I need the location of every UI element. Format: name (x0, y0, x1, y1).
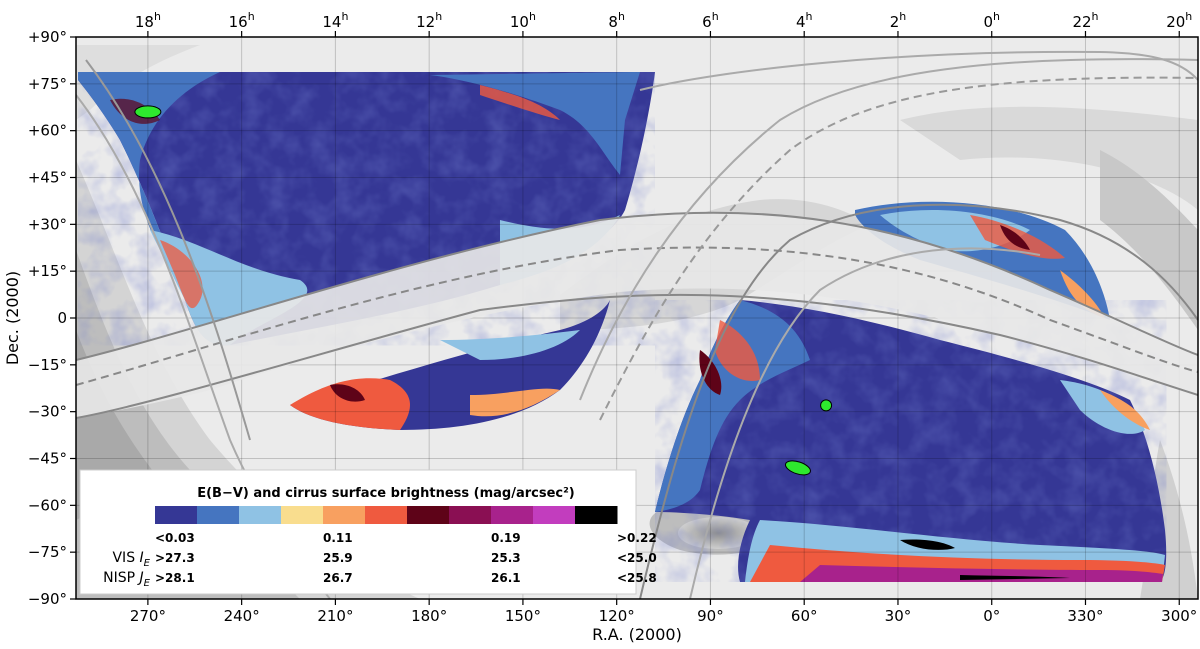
y-tick-label: +75° (28, 75, 67, 93)
top-hour-label: 0h (983, 10, 1000, 31)
x-tick-label: 210° (317, 607, 353, 625)
x-tick-label: 90° (697, 607, 724, 625)
top-hour-label: 12h (416, 10, 442, 31)
y-tick-label: −60° (28, 496, 67, 514)
top-hour-label: 10h (510, 10, 536, 31)
legend-row-value: <25.8 (617, 571, 657, 585)
legend-row-label: NISP JE (103, 570, 151, 589)
x-tick-label: 270° (130, 607, 166, 625)
colorbar-labels: <0.03 0.11 0.19 >0.22 VIS IE >27.3 25.9 25.3 <25… (103, 531, 657, 589)
colorbar-value-label: 0.11 (323, 531, 353, 545)
colorbar-swatch (491, 506, 534, 524)
hour-superscript: h (993, 10, 1000, 23)
top-hour-label: 16h (229, 10, 255, 31)
legend-title: E(B−V) and cirrus surface brightness (ma… (197, 486, 575, 501)
y-tick-label: −15° (28, 356, 67, 374)
x-tick-label: 120° (599, 607, 635, 625)
legend-row-value: 25.3 (491, 551, 521, 565)
hour-superscript: h (805, 10, 812, 23)
field-marker-ellipse (784, 460, 811, 476)
legend-row-label: VIS IE (112, 550, 150, 569)
top-hour-label: 18h (135, 10, 161, 31)
field-marker-ellipse (134, 105, 162, 119)
hour-superscript: h (618, 10, 625, 23)
legend-row-subscript: E (144, 558, 151, 569)
legend-row-value: >27.3 (155, 551, 195, 565)
target-markers (134, 105, 833, 476)
hour-superscript: h (899, 10, 906, 23)
y-axis-label: Dec. (2000) (3, 271, 22, 365)
colorbar-swatch (365, 506, 408, 524)
x-tick-label: 180° (411, 607, 447, 625)
y-tick-label: −30° (28, 403, 67, 421)
y-tick-label: −75° (28, 543, 67, 561)
top-hour-label: 14h (322, 10, 348, 31)
legend-row-value: 26.7 (323, 571, 353, 585)
colorbar-swatch (281, 506, 324, 524)
top-hour-label: 22h (1072, 10, 1098, 31)
legend-row-band: I (140, 550, 144, 566)
x-tick-label: 330° (1067, 607, 1103, 625)
reference-curves (76, 50, 1198, 599)
hour-superscript: h (1092, 10, 1099, 23)
legend-row-value: 25.9 (323, 551, 353, 565)
colorbar-legend: E(B−V) and cirrus surface brightness (ma… (79, 469, 657, 595)
top-hour-label: 20h (1166, 10, 1192, 31)
y-tick-label: −45° (28, 450, 67, 468)
x-tick-label: 240° (224, 607, 260, 625)
colorbar-swatch (575, 506, 618, 524)
y-tick-label: −90° (28, 590, 67, 608)
field-marker-circle (820, 399, 833, 412)
survey-region-south (655, 300, 1167, 582)
x-tick-label: 0° (983, 607, 1000, 625)
hour-superscript: h (712, 10, 719, 23)
legend-row-subscript: E (144, 578, 151, 589)
legend-row-value: >28.1 (155, 571, 195, 585)
x-tick-label: 150° (505, 607, 541, 625)
x-tick-label: 300° (1161, 607, 1197, 625)
galactic-plane-band (76, 212, 1198, 418)
hour-superscript: h (529, 10, 536, 23)
legend-background (79, 469, 637, 595)
hour-superscript: h (248, 10, 255, 23)
hour-superscript: h (154, 10, 161, 23)
y-axis-ticks: +90° +75° +60° +45° +30° +15° 0 −15° −30° −45° −60… (28, 28, 76, 608)
y-tick-label: +45° (28, 169, 67, 187)
legend-row-band: J (137, 570, 144, 586)
colorbar-swatch (197, 506, 240, 524)
top-hour-label: 4h (796, 10, 813, 31)
hour-superscript: h (435, 10, 442, 23)
colorbar-swatch (533, 506, 576, 524)
colorbar-swatch (239, 506, 282, 524)
colorbar-value-label: >0.22 (617, 531, 657, 545)
x-axis-ticks: 270° 240° 210° 180° 150° 120° 90° 60° 30° 0° 330° 3… (130, 599, 1197, 625)
y-tick-label: 0 (57, 309, 67, 327)
x-tick-label: 60° (791, 607, 818, 625)
colorbar-swatch (155, 506, 198, 524)
colorbar (155, 506, 618, 524)
top-hour-label: 2h (890, 10, 907, 31)
colorbar-value-label: <0.03 (155, 531, 195, 545)
legend-row-value: <25.0 (617, 551, 657, 565)
top-hour-label: 8h (608, 10, 625, 31)
survey-region-south-left (290, 300, 610, 430)
top-hour-label: 6h (702, 10, 719, 31)
legend-row-value: 26.1 (491, 571, 521, 585)
x-tick-label: 30° (885, 607, 912, 625)
y-tick-label: +60° (28, 122, 67, 140)
y-tick-label: +15° (28, 262, 67, 280)
colorbar-swatch (407, 506, 450, 524)
y-tick-label: +30° (28, 215, 67, 233)
x-axis-label: R.A. (2000) (592, 625, 682, 644)
top-hour-ticks: 18h 16h 14h 12h 10h 8h 6h 4h 2h 0h 22h 20h (135, 10, 1192, 37)
colorbar-swatch (323, 506, 366, 524)
hour-superscript: h (341, 10, 348, 23)
colorbar-swatch (449, 506, 492, 524)
hour-superscript: h (1185, 10, 1192, 23)
y-tick-label: +90° (28, 28, 67, 46)
colorbar-value-label: 0.19 (491, 531, 521, 545)
